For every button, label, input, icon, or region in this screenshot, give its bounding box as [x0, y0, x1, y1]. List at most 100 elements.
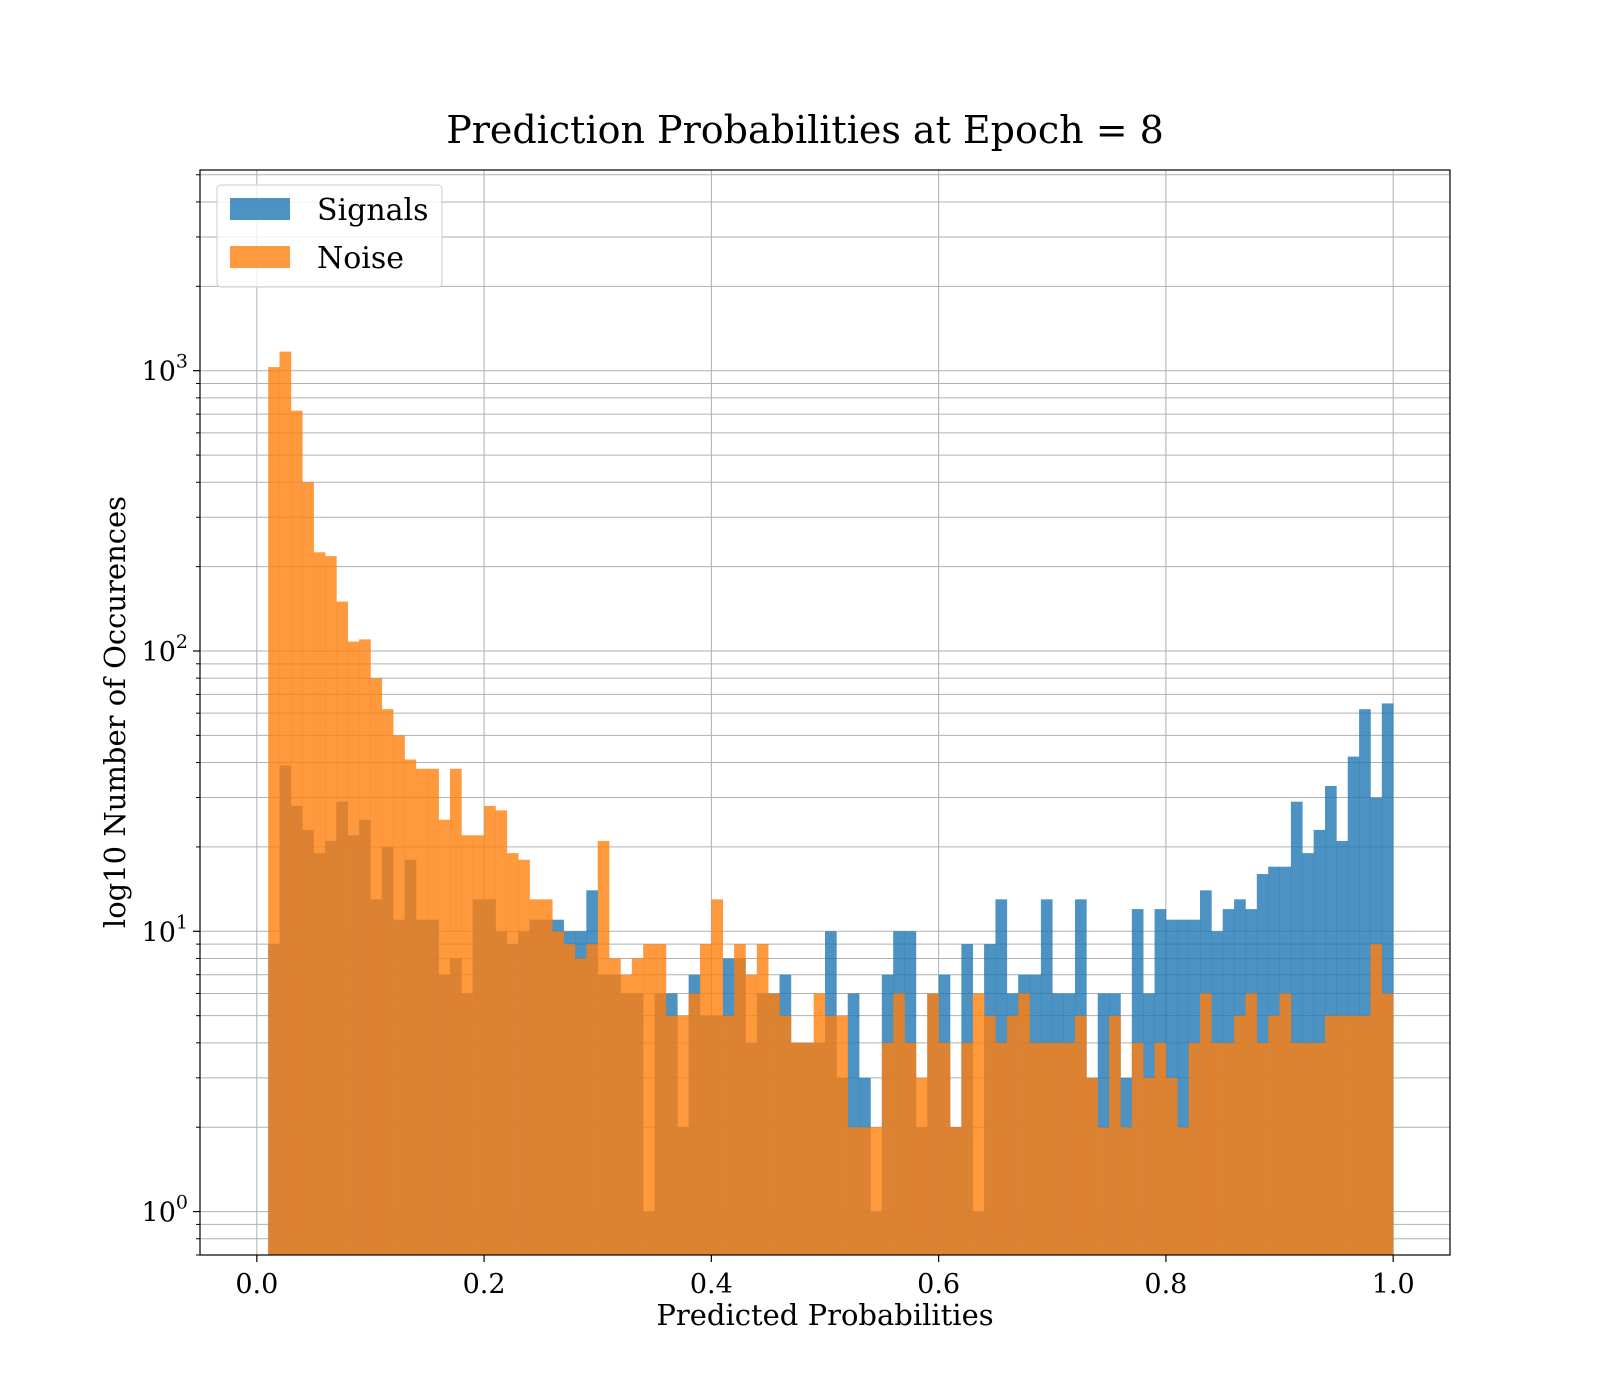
histogram-bar: [779, 1015, 792, 1255]
histogram-bar: [518, 859, 530, 1255]
x-tick-label: 0.2: [463, 1269, 506, 1300]
x-axis-label: Predicted Probabilities: [656, 1298, 993, 1332]
histogram-bar: [700, 944, 712, 1255]
histogram-bar: [995, 1042, 1008, 1255]
histogram-bar: [370, 678, 383, 1255]
legend-swatch-signals: [230, 198, 290, 220]
histogram-bar: [484, 805, 496, 1255]
histogram-bar: [1211, 1042, 1224, 1255]
x-tick-label: 0.0: [235, 1269, 278, 1300]
legend-label-signals: Signals: [317, 193, 429, 228]
histogram-bar: [972, 993, 985, 1255]
histogram-bar: [756, 944, 769, 1255]
histogram-bar: [1075, 1015, 1087, 1255]
y-axis-label: log10 Number of Occurences: [98, 496, 132, 928]
histogram-bar: [1052, 1042, 1064, 1255]
histogram-bar: [722, 1015, 735, 1255]
histogram-bar: [495, 810, 508, 1255]
histogram-bar: [415, 768, 428, 1255]
histogram-bar: [984, 1015, 996, 1255]
histogram-bar: [347, 641, 360, 1255]
histogram-bar: [654, 944, 667, 1255]
histogram-bar: [631, 958, 644, 1255]
histogram-bar: [609, 958, 621, 1255]
histogram-bar: [359, 639, 371, 1255]
histogram-bar: [381, 709, 394, 1255]
histogram-bar: [1313, 1042, 1326, 1255]
histogram-bar: [1234, 1015, 1246, 1255]
histogram-bar: [1154, 1042, 1167, 1255]
histogram-bar: [813, 993, 826, 1255]
histogram-bar: [1302, 1042, 1314, 1255]
histogram-bar: [427, 768, 439, 1255]
histogram-bar: [597, 840, 610, 1255]
histogram-bar: [336, 601, 349, 1255]
histogram-bar: [1381, 703, 1394, 1255]
histogram-bar: [268, 367, 280, 1255]
histogram-bar: [290, 410, 303, 1256]
histogram-bar: [950, 1127, 962, 1255]
histogram-bar: [847, 993, 860, 1255]
legend-label-noise: Noise: [317, 241, 404, 276]
histogram-bar: [688, 993, 701, 1255]
histogram-bar: [552, 931, 564, 1255]
histogram-bar: [1245, 993, 1258, 1255]
histogram-bar: [1086, 1077, 1099, 1255]
histogram-bar: [1029, 1042, 1042, 1255]
histogram-bar: [506, 853, 519, 1255]
histogram-bar: [575, 958, 587, 1255]
histogram-bar: [1290, 801, 1303, 1255]
histogram-bar: [1325, 1015, 1337, 1255]
histogram-bar: [768, 993, 780, 1255]
y-tick-label: 103: [142, 351, 188, 388]
histogram-bar: [961, 1042, 974, 1255]
histogram-bar: [1381, 993, 1394, 1255]
x-tick-label: 0.6: [917, 1269, 960, 1300]
histogram-bar: [904, 1042, 917, 1255]
histogram-bar: [1256, 1042, 1269, 1255]
y-tick-label: 100: [142, 1192, 188, 1229]
histogram-bar: [790, 1042, 803, 1255]
histogram-bar: [734, 944, 746, 1255]
histogram-bar: [1188, 1042, 1201, 1255]
histogram-bar: [620, 974, 633, 1255]
histogram-bar: [938, 1042, 951, 1255]
histogram-bar: [1120, 1127, 1133, 1255]
histogram-bar: [563, 944, 576, 1255]
histogram-bar: [745, 974, 758, 1255]
histogram-bar: [1313, 829, 1326, 1255]
histogram-bar: [279, 351, 292, 1255]
histogram-bar: [1006, 1015, 1019, 1255]
histogram-bar: [643, 944, 655, 1255]
histogram-bar: [1165, 1077, 1178, 1255]
plot-frame: [199, 169, 1451, 1256]
histogram-bar: [302, 482, 314, 1255]
histogram-bar: [677, 1015, 689, 1255]
bars-layer: [268, 351, 1394, 1256]
histogram-bar: [802, 1042, 814, 1255]
histogram-bar: [1336, 1015, 1349, 1255]
histogram-bar: [1063, 1042, 1076, 1255]
histogram-bar: [1131, 1042, 1144, 1255]
histogram-bar: [915, 1077, 928, 1255]
series-noise: [268, 351, 1394, 1256]
histogram-bar: [893, 993, 905, 1255]
histogram-bar: [1359, 1015, 1371, 1255]
histogram-bar: [393, 735, 405, 1255]
histogram-bar: [881, 1042, 894, 1255]
histogram-bar: [438, 819, 451, 1255]
histogram-bar: [1143, 1077, 1155, 1255]
histogram-bar: [1370, 944, 1383, 1255]
histogram-bar: [540, 899, 553, 1255]
x-tick-label: 0.8: [1144, 1269, 1187, 1300]
histogram-bar: [325, 556, 337, 1255]
histogram-bar: [404, 759, 417, 1255]
histogram-bar: [836, 1015, 849, 1255]
histogram-bar: [847, 1127, 860, 1255]
histogram-bar: [1097, 1127, 1110, 1255]
y-tick-label: 102: [142, 631, 188, 668]
histogram-bar: [825, 1015, 837, 1255]
histogram-bar: [711, 899, 724, 1255]
histogram-bar: [1222, 1042, 1235, 1255]
